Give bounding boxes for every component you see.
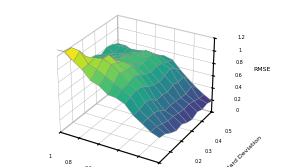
Y-axis label: Process Noise Standard Deviation: Process Noise Standard Deviation (183, 135, 262, 167)
